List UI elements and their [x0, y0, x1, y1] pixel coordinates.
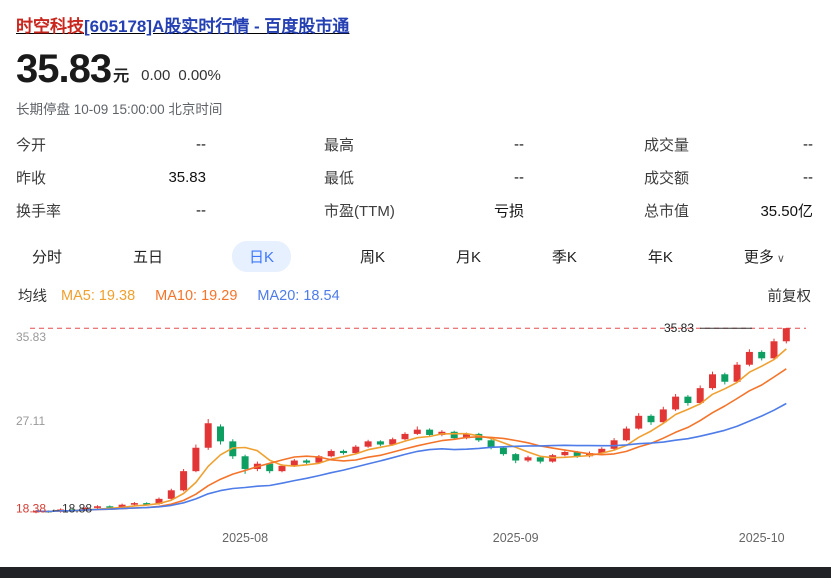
kline-svg[interactable]: 35.83 27.11 18.38 ←18.88 35.83 2025-08 2025-09…: [16, 308, 815, 552]
tab-quarterly-k[interactable]: 季K: [551, 248, 577, 266]
tab-daily-k[interactable]: 日K: [231, 240, 291, 272]
stat-high: 最高 --: [324, 136, 524, 154]
candlestick-chart[interactable]: 35.83 27.11 18.38 ←18.88 35.83 2025-08 2025-09…: [16, 308, 815, 557]
ma5-value: MA5: 19.38: [61, 287, 136, 304]
svg-text:←18.88: ←18.88: [50, 502, 92, 516]
ma20-value: MA20: 18.54: [257, 287, 340, 304]
stats-grid: 今开 -- 最高 -- 成交量 -- 昨收 35.83 最低 -- 成交额 --…: [16, 128, 815, 227]
stat-prev-close: 昨收 35.83: [16, 169, 206, 187]
svg-text:35.83: 35.83: [16, 330, 46, 344]
chart-period-tabs: 分时 五日 日K 周K 月K 季K 年K 更多 ∨: [16, 240, 815, 272]
tab-yearly-k[interactable]: 年K: [647, 248, 673, 266]
tab-minute[interactable]: 分时: [32, 248, 63, 266]
bottom-bar: [0, 567, 831, 578]
adjust-mode-button[interactable]: 前复权: [767, 289, 812, 305]
current-price: 35.83: [16, 47, 112, 91]
tab-five-day[interactable]: 五日: [132, 248, 163, 266]
stat-turnover-amount: 成交额 --: [644, 169, 813, 187]
ma-legend: 均线 MA5: 19.38 MA10: 19.29 MA20: 18.54 前复…: [16, 285, 815, 306]
stat-market-cap: 总市值 35.50亿: [644, 203, 813, 220]
svg-text:2025-09: 2025-09: [493, 531, 539, 545]
trading-status: 长期停盘 10-09 15:00:00 北京时间: [16, 102, 223, 117]
title-rest: [605178]A股实时行情 - 百度股市通: [84, 17, 350, 36]
svg-text:2025-08: 2025-08: [222, 531, 268, 545]
svg-text:35.83: 35.83: [664, 321, 694, 335]
stat-low: 最低 --: [324, 169, 524, 187]
price-change-percent: 0.00%: [178, 67, 221, 84]
svg-text:18.38: 18.38: [16, 502, 46, 516]
chevron-down-icon: ∨: [776, 252, 785, 265]
tab-weekly-k[interactable]: 周K: [359, 248, 385, 266]
ma10-value: MA10: 19.29: [155, 287, 238, 304]
price-change: 0.00: [141, 67, 171, 84]
page-title-link[interactable]: 时空科技[605178]A股实时行情 - 百度股市通: [16, 12, 349, 37]
ma-legend-label: 均线: [18, 289, 47, 305]
stock-name: 时空科技: [16, 17, 84, 36]
svg-text:27.11: 27.11: [16, 414, 45, 428]
stat-pe-ttm: 市盈(TTM) 亏损: [324, 203, 524, 220]
stat-today-open: 今开 --: [16, 136, 206, 154]
tab-monthly-k[interactable]: 月K: [455, 248, 481, 266]
svg-text:2025-10: 2025-10: [739, 531, 785, 545]
stat-volume: 成交量 --: [644, 136, 813, 154]
price-unit: 元: [113, 68, 130, 85]
stat-turnover-rate: 换手率 --: [16, 202, 206, 220]
tab-more[interactable]: 更多 ∨: [743, 248, 785, 266]
price-row: 35.83 元 0.00 0.00%: [16, 49, 815, 89]
